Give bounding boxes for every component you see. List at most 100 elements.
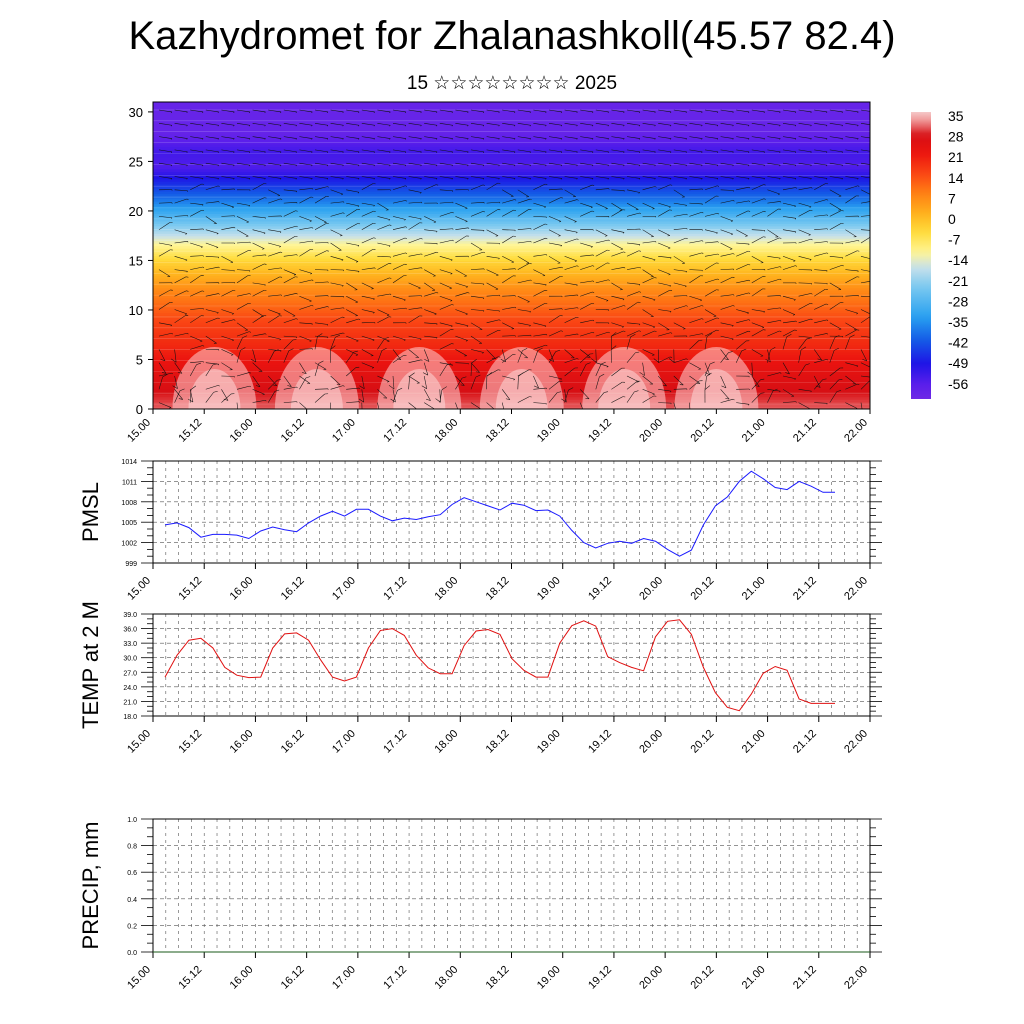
- wind-barb: [392, 226, 406, 230]
- wind-barb-flag: [373, 312, 375, 314]
- wind-barb: [221, 393, 232, 403]
- wind-barb-flag: [467, 125, 469, 127]
- wind-barb: [190, 183, 202, 191]
- wind-barb: [517, 263, 530, 270]
- wind-barb: [580, 291, 593, 297]
- wind-barb: [517, 149, 531, 153]
- y-tick-label: 20: [129, 204, 143, 219]
- wind-barb-flag: [717, 278, 720, 281]
- wind-barb: [657, 349, 660, 363]
- wind-barb-flag: [856, 365, 859, 368]
- wind-barb: [564, 349, 575, 359]
- y-tick-label: 36.0: [123, 627, 137, 634]
- wind-barb-flag: [748, 151, 750, 153]
- wind-barb: [486, 309, 500, 312]
- wind-barb-flag: [202, 178, 204, 180]
- temperature-band: [153, 149, 870, 153]
- wind-barb: [860, 295, 870, 298]
- wind-barb: [268, 229, 282, 233]
- wind-barb-flag: [280, 151, 282, 153]
- wind-barb: [642, 241, 656, 244]
- wind-barb-flag: [560, 164, 563, 167]
- wind-barb: [330, 229, 343, 236]
- wind-barb: [533, 109, 547, 113]
- wind-barb: [657, 375, 667, 387]
- wind-barb: [190, 242, 203, 248]
- wind-barb-flag: [262, 394, 265, 396]
- wind-barb: [533, 387, 547, 390]
- wind-barb: [189, 389, 192, 403]
- colorbar-label: 7: [948, 190, 956, 206]
- wind-barb-flag: [311, 111, 313, 114]
- wind-barb-flag: [529, 311, 531, 313]
- colorbar-label: -21: [948, 273, 968, 289]
- wind-barb: [782, 176, 796, 179]
- wind-barb: [767, 176, 781, 179]
- wind-barb-flag: [201, 290, 205, 292]
- wind-barb: [205, 317, 218, 324]
- wind-barb-flag: [545, 138, 547, 140]
- wind-barb-flag: [280, 125, 282, 127]
- wind-barb: [502, 275, 514, 284]
- wind-barb: [346, 269, 360, 272]
- wind-barb-flag: [530, 279, 532, 282]
- wind-barb: [486, 149, 500, 153]
- wind-barb: [673, 162, 687, 166]
- wind-barb: [860, 123, 870, 125]
- x-tick-label: 17.00: [330, 728, 358, 756]
- wind-barb: [673, 123, 687, 126]
- wind-barb-flag: [592, 265, 595, 267]
- wind-barb-flag: [857, 138, 859, 140]
- wind-barb: [704, 336, 708, 350]
- wind-barb: [408, 282, 421, 289]
- wind-barb-flag: [716, 138, 719, 140]
- wind-barb: [704, 195, 717, 204]
- wind-barb: [642, 295, 656, 300]
- x-tick-label: 16.00: [228, 728, 256, 756]
- wind-barb: [455, 349, 467, 356]
- wind-barb: [486, 319, 500, 324]
- wind-barb-flag: [794, 231, 797, 233]
- wind-barb: [502, 136, 516, 139]
- wind-barb-flag: [342, 178, 344, 180]
- wind-barb-flag: [482, 352, 484, 354]
- wind-barb-flag: [721, 385, 727, 389]
- wind-barb: [517, 109, 531, 113]
- wind-barb: [361, 389, 365, 403]
- wind-barb-flag: [218, 201, 220, 203]
- wind-barb: [860, 349, 868, 362]
- wind-barb: [860, 281, 870, 284]
- wind-barb: [314, 186, 328, 191]
- wind-barb-flag: [161, 372, 167, 374]
- wind-barb-flag: [420, 218, 422, 220]
- wind-barb: [283, 339, 293, 350]
- temperature-band: [153, 307, 870, 311]
- wind-barb: [174, 349, 177, 363]
- wind-barb-flag: [467, 138, 469, 140]
- wind-barb: [174, 315, 186, 324]
- wind-barb: [392, 216, 406, 220]
- wind-barb: [689, 295, 702, 301]
- wind-barb: [798, 338, 807, 350]
- wind-barb: [158, 349, 166, 362]
- wind-barbs: [158, 109, 874, 409]
- wind-barb: [548, 308, 562, 310]
- wind-barb: [611, 136, 625, 139]
- wind-barb-flag: [717, 213, 719, 215]
- wind-barb: [611, 381, 623, 390]
- y-tick-label: 39.0: [123, 612, 137, 619]
- wind-barb-flag: [358, 125, 360, 127]
- wind-barb-flag: [202, 138, 204, 140]
- wind-barb-flag: [217, 312, 219, 314]
- wind-barb: [767, 266, 781, 270]
- wind-barb-flag: [873, 165, 874, 166]
- wind-barb-flag: [638, 164, 641, 167]
- temperature-band: [153, 290, 870, 294]
- wind-barb: [221, 188, 235, 191]
- wind-barb-flag: [451, 164, 453, 167]
- wind-barb: [548, 109, 562, 113]
- wind-barb: [704, 253, 718, 257]
- wind-barb: [221, 215, 235, 217]
- wind-barb: [330, 123, 344, 126]
- x-tick-label: 17.12: [381, 417, 409, 445]
